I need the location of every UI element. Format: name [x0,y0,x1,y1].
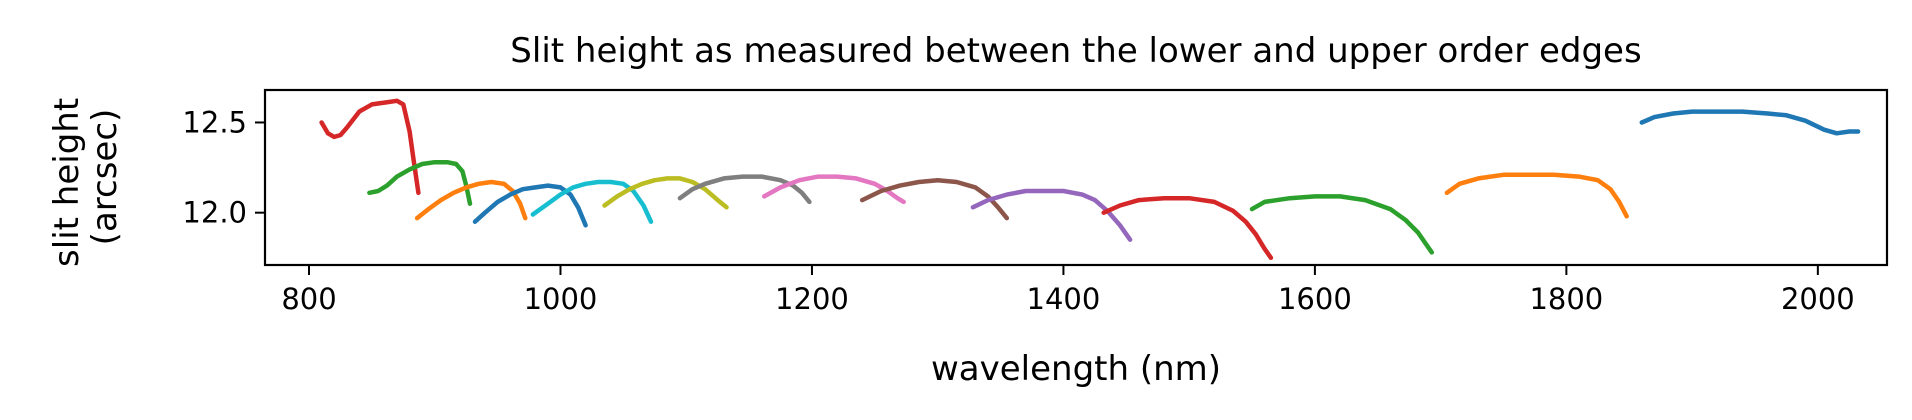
y-axis: 12.0 12.5 [182,105,265,230]
plot-frame [263,88,1889,267]
x-axis: 800 1000 1200 1400 1600 1800 2000 [281,265,1855,316]
x-tick-label: 2000 [1781,282,1855,316]
y-axis-label-line-2: (arcsec) [85,109,125,246]
y-tick-label: 12.0 [182,196,247,230]
y-axis-label: slit height (arcsec) [47,87,125,267]
series-line-6 [602,176,729,210]
x-tick-label: 800 [281,282,336,316]
series-line-4 [472,183,588,228]
series-line-9 [859,177,1010,221]
series-line-1 [319,98,421,196]
x-tick-label: 1200 [775,282,849,316]
series-line-13 [1444,172,1629,219]
series-line-2 [367,159,473,206]
x-tick-label: 1800 [1529,282,1603,316]
x-tick-label: 1600 [1278,282,1352,316]
x-tick-label: 1400 [1027,282,1101,316]
series-line-5 [530,179,654,224]
series-line-11 [1101,195,1274,261]
y-tick-label: 12.5 [182,105,247,139]
series-line-14 [1639,109,1861,136]
series-line-10 [970,188,1133,242]
x-tick-label: 1000 [524,282,598,316]
chart-title: Slit height as measured between the lowe… [510,31,1641,71]
series-line-8 [761,174,906,205]
y-axis-label-line-1: slit height [47,98,87,267]
series-layer [319,98,1861,261]
series-line-12 [1249,194,1435,255]
x-axis-label: wavelength (nm) [931,349,1221,389]
series-line-7 [677,174,812,205]
series-line-3 [414,179,528,221]
